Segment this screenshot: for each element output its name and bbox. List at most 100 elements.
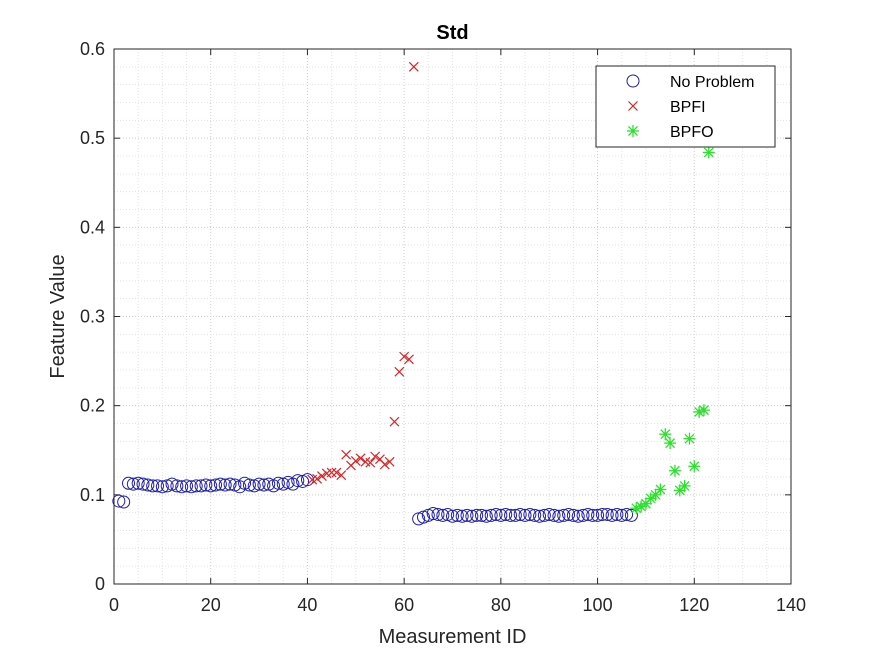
data-point bbox=[624, 508, 638, 522]
data-point bbox=[615, 508, 629, 522]
data-point bbox=[408, 61, 419, 72]
data-point bbox=[184, 480, 198, 494]
data-point bbox=[484, 508, 498, 522]
data-point bbox=[189, 479, 203, 493]
data-point bbox=[399, 351, 410, 362]
data-point bbox=[504, 508, 518, 522]
x-axis-label: Measurement ID bbox=[379, 626, 527, 648]
y-axis-label: Feature Value bbox=[47, 254, 69, 378]
y-tick-label: 0.4 bbox=[80, 217, 105, 237]
data-point bbox=[688, 460, 701, 473]
data-point bbox=[370, 451, 381, 462]
data-point bbox=[257, 478, 271, 492]
data-point bbox=[455, 509, 469, 523]
data-point bbox=[513, 507, 527, 521]
data-point bbox=[450, 508, 464, 522]
data-point bbox=[336, 470, 347, 481]
data-point bbox=[465, 509, 479, 523]
data-point bbox=[635, 500, 648, 513]
data-point bbox=[233, 480, 247, 494]
x-tick-label: 140 bbox=[776, 595, 806, 615]
data-point bbox=[518, 508, 532, 522]
data-point bbox=[117, 495, 131, 509]
x-tick-label: 20 bbox=[201, 595, 221, 615]
y-tick-label: 0.5 bbox=[80, 128, 105, 148]
data-point bbox=[379, 459, 390, 470]
y-tick-label: 0.1 bbox=[80, 485, 105, 505]
data-point bbox=[494, 508, 508, 522]
x-tick-label: 60 bbox=[394, 595, 414, 615]
y-tick-label: 0.3 bbox=[80, 307, 105, 327]
data-point bbox=[702, 146, 715, 159]
data-point bbox=[595, 507, 609, 521]
data-point bbox=[523, 507, 537, 521]
legend-entry: BPFO bbox=[627, 124, 714, 141]
series-bpfi bbox=[307, 61, 419, 485]
data-point bbox=[213, 477, 227, 491]
chart-title: Std bbox=[436, 22, 468, 44]
data-point bbox=[223, 477, 237, 491]
data-point bbox=[479, 509, 493, 523]
data-point bbox=[317, 471, 327, 482]
data-point bbox=[151, 479, 165, 493]
data-point bbox=[331, 467, 342, 478]
x-tick-label: 120 bbox=[679, 595, 709, 615]
data-point bbox=[112, 494, 126, 508]
legend-label: No Problem bbox=[670, 74, 754, 91]
x-tick-label: 80 bbox=[491, 595, 511, 615]
data-point bbox=[562, 507, 576, 521]
data-point bbox=[291, 474, 305, 488]
legend-marker bbox=[626, 74, 640, 88]
data-point bbox=[552, 509, 566, 523]
data-point bbox=[389, 416, 400, 427]
data-point bbox=[668, 464, 681, 477]
y-tick-label: 0.2 bbox=[80, 396, 105, 416]
x-tick-label: 0 bbox=[109, 595, 119, 615]
data-point bbox=[271, 476, 285, 490]
series-bpfo bbox=[630, 146, 715, 515]
data-point bbox=[576, 508, 590, 522]
data-point bbox=[547, 508, 561, 522]
data-point bbox=[431, 507, 445, 521]
data-point bbox=[659, 428, 672, 441]
data-point bbox=[446, 509, 459, 523]
legend-entry: No Problem bbox=[626, 74, 754, 91]
data-point bbox=[591, 508, 605, 522]
data-point bbox=[664, 437, 677, 450]
data-point bbox=[141, 478, 155, 492]
data-point bbox=[610, 507, 624, 521]
legend-label: BPFI bbox=[670, 99, 706, 116]
data-point bbox=[489, 507, 503, 521]
data-point bbox=[475, 508, 489, 522]
y-tick-label: 0 bbox=[95, 574, 105, 594]
data-point bbox=[326, 467, 337, 478]
x-tick-label: 100 bbox=[583, 595, 613, 615]
data-point bbox=[194, 479, 208, 493]
data-point bbox=[581, 507, 595, 521]
data-point bbox=[122, 476, 136, 490]
data-point bbox=[252, 477, 266, 491]
data-point bbox=[341, 449, 352, 460]
legend-label: BPFO bbox=[670, 124, 714, 141]
data-point bbox=[528, 508, 542, 522]
data-point bbox=[199, 478, 213, 492]
data-point bbox=[499, 507, 513, 521]
data-point bbox=[426, 507, 440, 521]
data-point bbox=[365, 457, 376, 468]
data-point bbox=[533, 509, 547, 523]
data-point bbox=[136, 477, 150, 491]
y-tick-label: 0.6 bbox=[80, 39, 105, 59]
legend-box bbox=[595, 65, 776, 148]
data-point bbox=[126, 477, 140, 491]
data-point bbox=[678, 479, 691, 492]
data-point bbox=[312, 473, 323, 484]
data-point bbox=[508, 508, 522, 522]
data-point bbox=[571, 509, 585, 523]
data-point bbox=[355, 453, 366, 464]
data-point bbox=[605, 508, 619, 522]
data-point bbox=[175, 480, 189, 494]
data-point bbox=[146, 479, 160, 493]
data-point bbox=[586, 508, 600, 522]
data-point bbox=[470, 508, 484, 522]
